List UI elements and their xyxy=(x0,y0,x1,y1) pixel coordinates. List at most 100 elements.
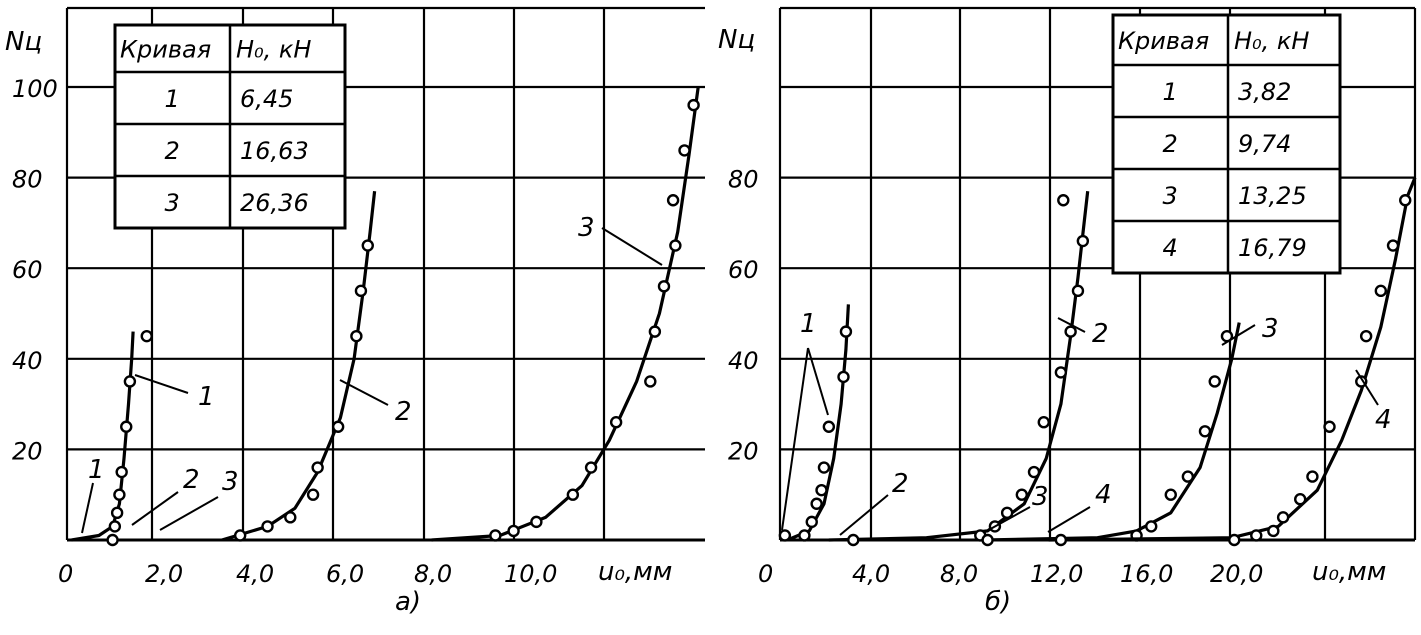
series-2-point xyxy=(847,533,860,547)
series-1-point xyxy=(778,529,792,542)
series-2-point xyxy=(233,529,247,542)
series-3-point xyxy=(669,239,682,252)
curve-label: 1 xyxy=(198,382,215,412)
curve-label-leader xyxy=(839,494,889,536)
y-tick-label: 20 xyxy=(728,437,759,465)
table-cell-curve: 2 xyxy=(1163,130,1178,158)
series-3-point xyxy=(489,529,502,542)
y-tick-label: 80 xyxy=(12,166,43,194)
series-1-point xyxy=(817,461,831,474)
series-1-point xyxy=(798,529,811,542)
table-cell-curve: 1 xyxy=(1163,78,1178,106)
y-tick-label: 40 xyxy=(12,347,43,375)
y-tick-label: 60 xyxy=(728,256,759,284)
legend-table: Кривая H₀, кН 1 6,45 2 16,63 3 26,36 xyxy=(113,23,347,230)
series-3-point xyxy=(657,280,671,293)
series-3-curve xyxy=(985,322,1241,542)
table-frame xyxy=(1111,13,1342,275)
series-4-point xyxy=(1294,493,1307,506)
series-2-point xyxy=(261,520,274,533)
series-2-point xyxy=(1027,465,1041,479)
series-2-point xyxy=(306,488,320,501)
table-cell-curve: 2 xyxy=(165,137,180,165)
series-1-point xyxy=(108,520,122,533)
table-cell-curve: 3 xyxy=(1163,182,1178,210)
curve-label-leader xyxy=(807,347,829,416)
series-1-point xyxy=(110,506,124,520)
curve-label-leader xyxy=(1221,324,1256,346)
table-cell-curve: 3 xyxy=(165,189,180,217)
x-tick-label: 8,0 xyxy=(414,560,452,588)
y-tick-label: 60 xyxy=(12,256,43,284)
series-3-point xyxy=(1145,520,1158,533)
curve-label-leader xyxy=(1057,317,1086,333)
series-2-point xyxy=(311,461,324,474)
series-2-point xyxy=(284,511,297,524)
curve-label: 4 xyxy=(1095,480,1112,510)
x-axis-label: u₀,мм xyxy=(1312,557,1386,587)
table-cell-curve: 1 xyxy=(165,85,180,113)
panel-b: 20 40 60 80 0 4,0 8,0 12,0 16,0 20,0 Nц u₀,мм 1 2 3 4 2 3… xyxy=(718,6,1417,588)
table-cell-h0: 9,74 xyxy=(1238,130,1291,158)
curve-label: 2 xyxy=(395,397,412,427)
series-1-point xyxy=(805,515,818,529)
x-tick-label: 10,0 xyxy=(504,560,557,588)
table-cell-curve: 4 xyxy=(1163,234,1178,262)
x-tick-label: 4,0 xyxy=(852,560,890,588)
series-3-point xyxy=(648,325,662,338)
x-axis-label: u₀,мм xyxy=(598,557,672,587)
series-2-point xyxy=(361,239,374,252)
curve-label-leader xyxy=(134,374,189,394)
table-header-h0: H₀, кН xyxy=(1234,27,1309,55)
y-tick-label: 100 xyxy=(12,75,58,103)
curve-label: 3 xyxy=(222,467,239,497)
curve-label: 1 xyxy=(88,455,105,485)
curve-label: 3 xyxy=(578,213,595,243)
series-2-curve xyxy=(221,191,377,542)
panel-a-caption: а) xyxy=(395,587,421,617)
x-tick-label: 0 xyxy=(58,560,73,588)
curve-label: 2 xyxy=(183,465,200,495)
table-cell-h0: 26,36 xyxy=(240,189,309,217)
table-cell-h0: 16,79 xyxy=(1238,234,1307,262)
curve-label-leader xyxy=(601,227,663,266)
series-2-point xyxy=(1076,234,1090,248)
y-tick-label: 20 xyxy=(12,437,43,465)
series-2-point xyxy=(350,329,363,343)
series-3-point xyxy=(678,144,691,157)
curve-label-leader xyxy=(984,506,1031,533)
series-3-point xyxy=(566,488,580,501)
series-4-point xyxy=(1228,533,1241,547)
table-header-h0: H₀, кН xyxy=(236,36,311,64)
curve-label-leader xyxy=(1355,369,1379,406)
y-tick-label: 40 xyxy=(728,347,759,375)
series-1-point xyxy=(815,483,828,497)
series-2-curve xyxy=(828,191,1090,542)
y-tick-label: 80 xyxy=(728,166,759,194)
table-cell-h0: 13,25 xyxy=(1238,182,1307,210)
series-1-curve xyxy=(71,331,135,542)
x-tick-label: 6,0 xyxy=(326,560,364,588)
curve-label-leader xyxy=(1047,506,1091,533)
series-4-point xyxy=(1250,529,1263,542)
series-3-curve xyxy=(431,86,700,542)
legend-table: Кривая H₀, кН 1 3,82 2 9,74 3 13,25 4 16,79 xyxy=(1111,13,1342,275)
curve-label: 4 xyxy=(1375,405,1392,435)
series-1-curve xyxy=(786,304,850,542)
curve-label: 2 xyxy=(892,469,909,499)
series-1-point xyxy=(115,465,128,479)
x-tick-label: 0 xyxy=(758,560,773,588)
curve-label: 1 xyxy=(800,309,817,339)
series-3-point xyxy=(981,533,994,547)
curve-label-leader xyxy=(131,491,179,526)
series-2-point xyxy=(331,420,345,433)
series-2-point xyxy=(1037,416,1050,429)
table-header-curve: Кривая xyxy=(1118,27,1209,55)
series-2-point xyxy=(354,284,368,298)
series-2-point xyxy=(1071,284,1085,298)
series-4-point xyxy=(1386,239,1400,252)
series-1-point xyxy=(810,497,823,510)
series-4-point xyxy=(1323,420,1336,433)
series-3-point xyxy=(666,194,680,207)
